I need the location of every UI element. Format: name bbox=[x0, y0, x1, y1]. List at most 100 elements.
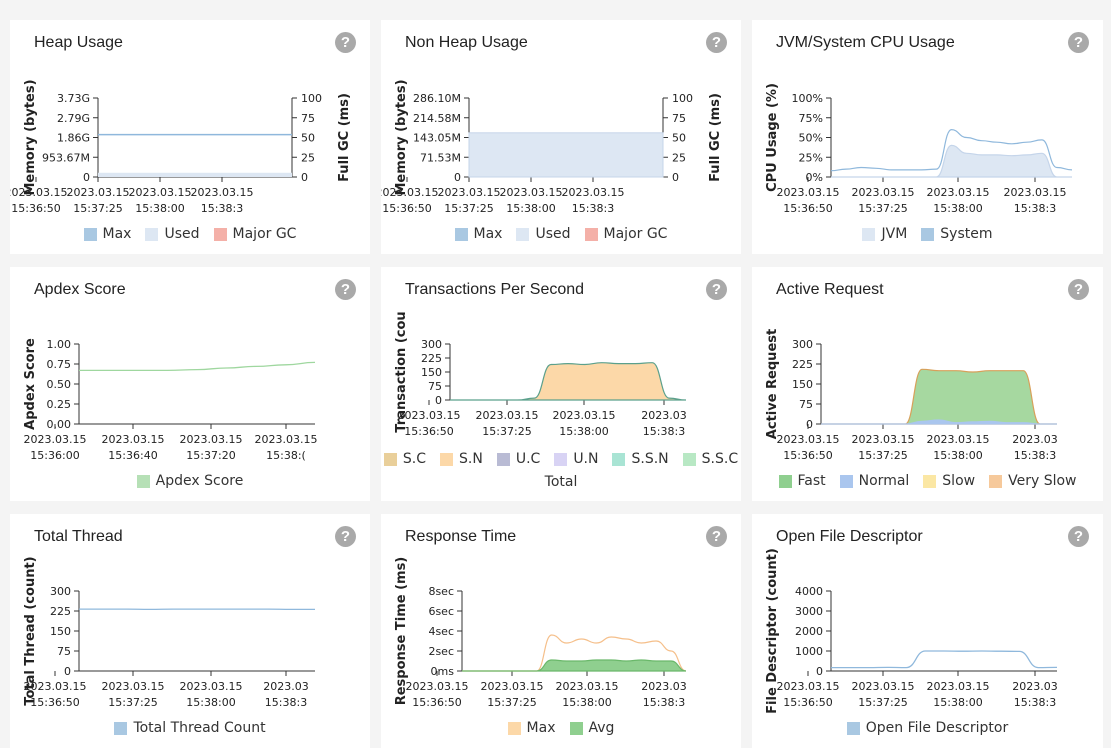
legend-item-very-slow[interactable]: Very Slow bbox=[989, 473, 1076, 489]
y-tick-label: 71.53M bbox=[420, 151, 461, 164]
series-total bbox=[450, 362, 687, 401]
x-tick-time: 15:37:25 bbox=[858, 449, 907, 462]
y-tick-label: 0.50 bbox=[47, 378, 72, 391]
legend-item-fast[interactable]: Fast bbox=[778, 473, 826, 489]
y2-tick-label: 50 bbox=[301, 132, 315, 145]
legend-swatch bbox=[145, 227, 159, 241]
y-axis-label: Memory (bytes) bbox=[394, 79, 409, 195]
legend-item-max[interactable]: Max bbox=[83, 226, 131, 242]
legend-swatch bbox=[554, 452, 568, 466]
legend-item-max[interactable]: Max bbox=[454, 226, 503, 242]
legend-item-slow[interactable]: Slow bbox=[923, 473, 975, 489]
x-tick-time: 15:38:00 bbox=[933, 449, 982, 462]
y-tick-label: 300 bbox=[421, 338, 442, 351]
legend-swatch bbox=[846, 721, 860, 735]
legend-item-normal[interactable]: Normal bbox=[839, 473, 909, 489]
x-tick-time: 15:38:3 bbox=[1014, 449, 1056, 462]
panel-title: Total Thread bbox=[34, 528, 123, 545]
legend-swatch bbox=[584, 227, 598, 241]
series-open-file-descriptor bbox=[831, 650, 1058, 669]
x-tick-date: 2023.03.15 bbox=[556, 680, 619, 693]
legend-label: Max bbox=[473, 226, 503, 242]
legend: Total Thread Count bbox=[10, 720, 370, 736]
open-file-descriptor-chart: 4000 3000 2000 1000 0 File Descriptor (count)… bbox=[765, 548, 1058, 714]
y-tick-label: 0 bbox=[454, 171, 461, 184]
legend-swatch bbox=[383, 452, 397, 466]
x-tick-time: 15:38:( bbox=[266, 449, 306, 462]
legend-item-avg[interactable]: Avg bbox=[569, 720, 614, 736]
y-tick-label: 0% bbox=[806, 171, 823, 184]
x-tick-time: 15:37:20 bbox=[186, 449, 235, 462]
y-tick-label: 2000 bbox=[795, 625, 823, 638]
x-tick-date: 2023.03.15 bbox=[1004, 186, 1067, 199]
y-tick-label: 1000 bbox=[795, 645, 823, 658]
y-tick-label: 4000 bbox=[795, 585, 823, 598]
legend-item-jvm[interactable]: JVM bbox=[862, 226, 907, 242]
help-icon[interactable]: ? bbox=[1068, 279, 1089, 300]
legend-item-major-gc[interactable]: Major GC bbox=[213, 226, 296, 242]
x-tick-date: 2023.03.15 bbox=[777, 433, 840, 446]
help-icon[interactable]: ? bbox=[335, 279, 356, 300]
legend-swatch bbox=[682, 452, 696, 466]
apdex-score-panel: Apdex Score ? 1.00 0.75 0.50 0.25 0.00 Apdex … bbox=[10, 267, 370, 501]
legend-item-total-thread-count[interactable]: Total Thread Count bbox=[114, 720, 266, 736]
legend-label: S.C bbox=[402, 451, 427, 467]
tps-panel: Transactions Per Second ? 300 225 150 75 0 Tr… bbox=[381, 267, 741, 501]
legend-item-s-s-n[interactable]: S.S.N bbox=[612, 451, 669, 467]
legend-item-u-n[interactable]: U.N bbox=[554, 451, 598, 467]
legend-swatch bbox=[778, 474, 792, 488]
x-tick-date: 2023.03.15 bbox=[406, 680, 469, 693]
legend-item-used[interactable]: Used bbox=[145, 226, 200, 242]
y2-tick-label: 0 bbox=[672, 171, 679, 184]
x-tick-time: 15:38:00 bbox=[559, 425, 608, 438]
y-tick-label: 25% bbox=[799, 151, 823, 164]
legend-item-major-gc[interactable]: Major GC bbox=[584, 226, 667, 242]
legend-label: JVM bbox=[881, 226, 908, 242]
legend-label: S.S.C bbox=[701, 451, 739, 467]
y-tick-label: 225 bbox=[50, 605, 71, 618]
x-tick-date: 2023.03.15 bbox=[777, 680, 840, 693]
help-icon[interactable]: ? bbox=[1068, 526, 1089, 547]
help-icon[interactable]: ? bbox=[335, 32, 356, 53]
x-tick-date: 2023.03.15 bbox=[927, 433, 990, 446]
panel-title: JVM/System CPU Usage bbox=[776, 34, 955, 51]
legend-item-apdex-score[interactable]: Apdex Score bbox=[136, 473, 243, 489]
x-tick-time: 15:36:50 bbox=[30, 696, 79, 709]
x-tick-time: 15:38:3 bbox=[265, 696, 307, 709]
y-tick-label: 225 bbox=[792, 358, 813, 371]
legend-label: U.N bbox=[573, 451, 599, 467]
legend-item-used[interactable]: Used bbox=[516, 226, 571, 242]
x-tick-date: 2023.03.15 bbox=[852, 186, 915, 199]
help-icon[interactable]: ? bbox=[706, 32, 727, 53]
help-icon[interactable]: ? bbox=[335, 526, 356, 547]
help-icon[interactable]: ? bbox=[706, 279, 727, 300]
legend-item-system[interactable]: System bbox=[921, 226, 993, 242]
series-apdex-score bbox=[78, 361, 316, 372]
active-request-panel: Active Request ? 300 225 150 75 0 Active Requ… bbox=[752, 267, 1103, 501]
y-tick-label: 150 bbox=[792, 378, 813, 391]
legend-item-open-file-descriptor[interactable]: Open File Descriptor bbox=[846, 720, 1008, 736]
y-tick-label: 1.86G bbox=[57, 132, 90, 145]
y-tick-label: 143.05M bbox=[413, 132, 461, 145]
y2-tick-label: 100 bbox=[672, 92, 693, 105]
x-tick-date: 2023.03.15 bbox=[562, 186, 625, 199]
x-tick-date: 2023.03.15 bbox=[438, 186, 501, 199]
legend-label: Used bbox=[535, 226, 571, 242]
legend-swatch bbox=[454, 227, 468, 241]
x-tick-time: 15:38:00 bbox=[186, 696, 235, 709]
legend-item-s-s-c[interactable]: S.S.C bbox=[682, 451, 739, 467]
series-jvm bbox=[831, 144, 1072, 178]
help-icon[interactable]: ? bbox=[706, 526, 727, 547]
panel-title: Heap Usage bbox=[34, 34, 123, 51]
legend-item-max[interactable]: Max bbox=[507, 720, 556, 736]
legend-item-u-c[interactable]: U.C bbox=[496, 451, 540, 467]
legend-item-s-n[interactable]: S.N bbox=[440, 451, 483, 467]
y-tick-label: 0 bbox=[83, 171, 90, 184]
help-icon[interactable]: ? bbox=[1068, 32, 1089, 53]
y-axis-label: Transaction (cou bbox=[394, 311, 409, 432]
legend-item-s-c[interactable]: S.C bbox=[383, 451, 427, 467]
legend-swatch bbox=[213, 227, 227, 241]
y-tick-label: 0 bbox=[435, 394, 442, 407]
y2-axis-label: Full GC (ms) bbox=[337, 93, 352, 182]
